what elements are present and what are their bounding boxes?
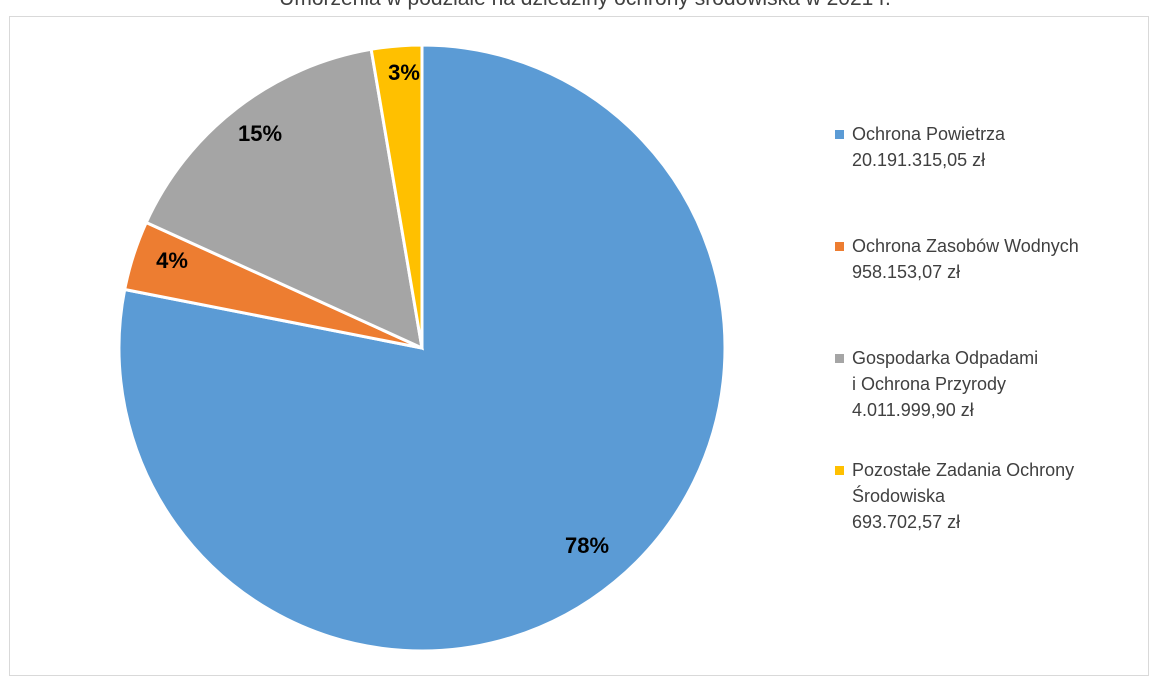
- legend-label: Gospodarka Odpadami: [852, 348, 1039, 368]
- legend-swatch: [835, 242, 844, 251]
- legend-label: Ochrona Zasobów Wodnych: [852, 236, 1079, 256]
- legend-item-4: Pozostałe Zadania Ochrony Środowiska 693.7…: [835, 457, 1074, 535]
- legend-label: Ochrona Powietrza: [852, 124, 1006, 144]
- data-label-4: 3%: [388, 60, 420, 85]
- data-label-2: 4%: [156, 248, 188, 273]
- legend-amount: 958.153,07 zł: [852, 262, 961, 282]
- legend-amount: 4.011.999,90 zł: [852, 400, 974, 420]
- legend-swatch: [835, 354, 844, 363]
- pie-slice-4: [369, 43, 424, 349]
- legend-label: Środowiska: [852, 486, 946, 506]
- legend-label: Pozostałe Zadania Ochrony: [852, 460, 1075, 480]
- legend-label: i Ochrona Przyrody: [852, 374, 1007, 394]
- data-label-1: 78%: [565, 533, 609, 558]
- legend-amount: 20.191.315,05 zł: [852, 150, 986, 170]
- legend-swatch: [835, 466, 844, 475]
- legend-amount: 693.702,57 zł: [852, 512, 961, 532]
- legend-item-1: Ochrona Powietrza 20.191.315,05 zł: [835, 121, 1005, 173]
- legend-swatch: [835, 130, 844, 139]
- pie-slice-3: [144, 47, 424, 351]
- data-label-3: 15%: [238, 121, 282, 146]
- chart-title: Umorzenia w podziale na dziedziny ochron…: [0, 0, 1152, 11]
- legend-item-2: Ochrona Zasobów Wodnych 958.153,07 zł: [835, 233, 1079, 285]
- legend-item-3: Gospodarka Odpadami i Ochrona Przyrody 4.0…: [835, 345, 1038, 423]
